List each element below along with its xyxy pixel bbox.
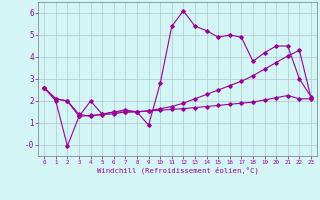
X-axis label: Windchill (Refroidissement éolien,°C): Windchill (Refroidissement éolien,°C) xyxy=(97,167,259,174)
